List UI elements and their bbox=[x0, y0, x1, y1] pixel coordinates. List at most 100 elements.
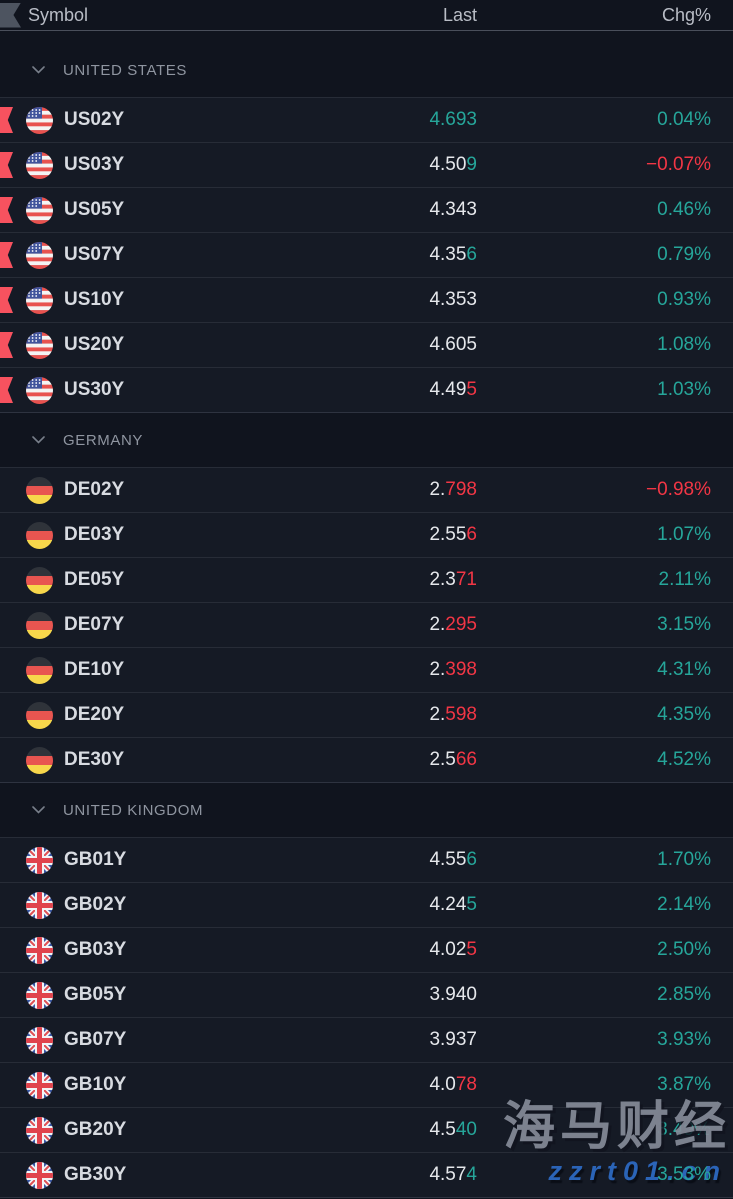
chg-cell: 3.15% bbox=[499, 614, 733, 636]
symbol-label: GB30Y bbox=[64, 1164, 127, 1185]
last-tail: 6 bbox=[466, 849, 477, 870]
watchlist-row[interactable]: US03Y 4.509 −0.07% bbox=[0, 142, 733, 187]
chg-cell: 0.46% bbox=[499, 199, 733, 221]
chevron-down-icon bbox=[32, 436, 45, 444]
us-flag-icon bbox=[26, 331, 53, 359]
last-price: 4.509 bbox=[124, 154, 499, 176]
section-rows: DE02Y 2.798 −0.98% DE03Y 2.556 1.07% DE0… bbox=[0, 467, 733, 783]
de-flag-icon bbox=[26, 611, 53, 639]
section-label: UNITED STATES bbox=[63, 61, 187, 79]
gb-flag-icon bbox=[26, 981, 53, 1009]
last-price: 4.495 bbox=[124, 379, 499, 401]
last-base: 2.55 bbox=[429, 524, 467, 545]
flag-filter-icon[interactable] bbox=[0, 2, 21, 28]
chg-cell: −0.07% bbox=[499, 154, 733, 176]
last-column-header[interactable]: Last bbox=[442, 4, 477, 25]
last-price: 2.556 bbox=[124, 524, 499, 546]
symbol-label: US05Y bbox=[64, 199, 125, 220]
watchlist-row[interactable]: GB30Y 4.574 3.53% bbox=[0, 1152, 733, 1197]
symbol-label: DE10Y bbox=[64, 659, 125, 680]
chg-value: 2.85% bbox=[657, 984, 711, 1005]
last-price: 4.556 bbox=[126, 849, 499, 871]
section-header[interactable]: UNITED KINGDOM bbox=[0, 783, 733, 837]
gb-flag-icon bbox=[26, 846, 53, 874]
last-base: 4.55 bbox=[429, 849, 467, 870]
symbol-label: US20Y bbox=[64, 334, 125, 355]
flagged-marker-icon bbox=[0, 332, 13, 358]
symbol-label: DE03Y bbox=[64, 524, 125, 545]
watchlist-row[interactable]: US07Y 4.356 0.79% bbox=[0, 232, 733, 277]
gb-flag-icon bbox=[26, 936, 53, 964]
last-tail: 598 bbox=[445, 704, 477, 725]
de-flag-icon bbox=[26, 656, 53, 684]
last-tail: 4 bbox=[466, 1164, 477, 1185]
symbol-label: GB10Y bbox=[64, 1074, 127, 1095]
last-tail: 40 bbox=[455, 1119, 477, 1140]
section-header[interactable]: GERMANY bbox=[0, 413, 733, 467]
chg-cell: 4.31% bbox=[499, 659, 733, 681]
watchlist-row[interactable]: US20Y 4.605 1.08% bbox=[0, 322, 733, 367]
last-base: 2.5 bbox=[429, 749, 456, 770]
watchlist-row[interactable]: US02Y 4.693 0.04% bbox=[0, 97, 733, 142]
watchlist-row[interactable]: DE05Y 2.371 2.11% bbox=[0, 557, 733, 602]
last-price: 2.295 bbox=[124, 614, 499, 636]
last-tail: 295 bbox=[445, 614, 477, 635]
chg-cell: −0.98% bbox=[499, 479, 733, 501]
symbol-label: US30Y bbox=[64, 379, 125, 400]
symbol-label: DE07Y bbox=[64, 614, 125, 635]
last-price: 2.398 bbox=[124, 659, 499, 681]
watchlist-row[interactable]: GB02Y 4.245 2.14% bbox=[0, 882, 733, 927]
chg-cell: 4.35% bbox=[499, 704, 733, 726]
watchlist-row[interactable]: GB01Y 4.556 1.70% bbox=[0, 837, 733, 882]
gb-flag-icon bbox=[26, 1071, 53, 1099]
chg-value: 0.04% bbox=[657, 109, 711, 130]
chg-cell: 2.14% bbox=[499, 894, 733, 916]
watchlist-row[interactable]: DE07Y 2.295 3.15% bbox=[0, 602, 733, 647]
last-tail: 6 bbox=[466, 524, 477, 545]
watchlist-row[interactable]: DE20Y 2.598 4.35% bbox=[0, 692, 733, 737]
chg-column-header[interactable]: Chg% bbox=[661, 4, 711, 25]
last-price: 4.356 bbox=[124, 244, 499, 266]
chg-value: 1.70% bbox=[657, 849, 711, 870]
chg-value: 0.93% bbox=[657, 289, 711, 310]
watchlist-row[interactable]: GB07Y 3.937 3.93% bbox=[0, 1017, 733, 1062]
watchlist-row[interactable]: DE30Y 2.566 4.52% bbox=[0, 737, 733, 782]
watchlist-row[interactable]: GB03Y 4.025 2.50% bbox=[0, 927, 733, 972]
chg-cell: 3.49% bbox=[499, 1119, 733, 1141]
last-base: 4.50 bbox=[429, 154, 467, 175]
section-rows: GB01Y 4.556 1.70% GB02Y 4.245 2.14% GB03… bbox=[0, 837, 733, 1198]
watchlist-row[interactable]: GB05Y 3.940 2.85% bbox=[0, 972, 733, 1017]
watchlist-row[interactable]: GB10Y 4.078 3.87% bbox=[0, 1062, 733, 1107]
us-flag-icon bbox=[26, 196, 53, 224]
chg-cell: 2.11% bbox=[499, 569, 733, 591]
watchlist: UNITED STATES US02Y 4.693 0.04% US03Y 4.… bbox=[0, 43, 733, 1198]
symbol-label: DE20Y bbox=[64, 704, 125, 725]
us-flag-icon bbox=[26, 106, 53, 134]
last-base: 3.940 bbox=[429, 984, 477, 1005]
watchlist-row[interactable]: GB20Y 4.540 3.49% bbox=[0, 1107, 733, 1152]
chg-value: 2.14% bbox=[657, 894, 711, 915]
chg-value: 1.07% bbox=[657, 524, 711, 545]
de-flag-icon bbox=[26, 566, 53, 594]
chg-cell: 3.93% bbox=[499, 1029, 733, 1051]
watchlist-row[interactable]: DE02Y 2.798 −0.98% bbox=[0, 467, 733, 512]
last-price: 4.025 bbox=[126, 939, 499, 961]
chg-cell: 3.53% bbox=[499, 1164, 733, 1186]
watchlist-row[interactable]: US10Y 4.353 0.93% bbox=[0, 277, 733, 322]
last-base: 2. bbox=[429, 704, 446, 725]
watchlist-row[interactable]: DE03Y 2.556 1.07% bbox=[0, 512, 733, 557]
watchlist-row[interactable]: DE10Y 2.398 4.31% bbox=[0, 647, 733, 692]
gb-flag-icon bbox=[26, 1026, 53, 1054]
chg-value: 0.79% bbox=[657, 244, 711, 265]
watchlist-row[interactable]: US05Y 4.343 0.46% bbox=[0, 187, 733, 232]
us-flag-icon bbox=[26, 151, 53, 179]
flagged-marker-icon bbox=[0, 377, 13, 403]
section-header[interactable]: UNITED STATES bbox=[0, 43, 733, 97]
chg-value: 2.50% bbox=[657, 939, 711, 960]
symbol-column-header[interactable]: Symbol bbox=[28, 4, 89, 25]
symbol-label: GB03Y bbox=[64, 939, 127, 960]
last-base: 2. bbox=[429, 479, 446, 500]
last-base: 2.3 bbox=[429, 569, 456, 590]
watchlist-row[interactable]: US30Y 4.495 1.03% bbox=[0, 367, 733, 412]
symbol-label: US10Y bbox=[64, 289, 125, 310]
